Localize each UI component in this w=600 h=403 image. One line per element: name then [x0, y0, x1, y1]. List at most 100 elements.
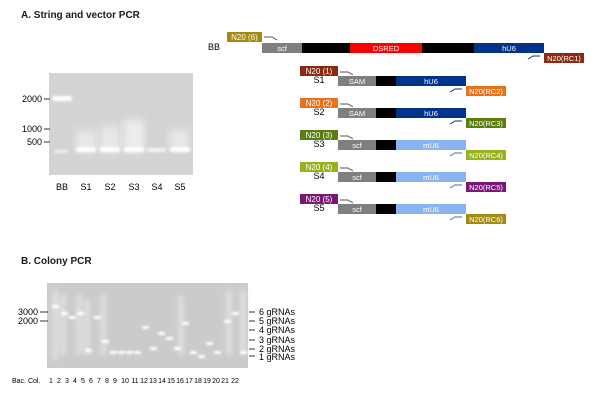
lane-b-label-12: 12	[140, 378, 148, 385]
arrow-reverse-s2	[449, 120, 462, 125]
primer-forward-s4	[300, 162, 338, 172]
panel-b: B. Colony PCR 3000 2000	[0, 250, 600, 403]
primer-reverse-s4	[466, 182, 506, 192]
band-s3	[124, 147, 144, 152]
lane-b-label-22: 22	[231, 378, 239, 385]
ladder-b-label-2000: 2000	[18, 316, 38, 326]
arrow-reverse-s5	[449, 216, 462, 221]
lane-b-label-17: 17	[185, 378, 193, 385]
construct-bb: BB N20 (6) scf DSRED hU6 N20(RC1)	[208, 32, 584, 63]
band-bb	[52, 96, 72, 101]
primer-reverse-label-s2: N20(RC3)	[469, 119, 503, 128]
gel-b-lane-labels: 1 2 3 4 5 6 7 8 9 10 11 12 13 14 15 16 1…	[49, 378, 239, 385]
lane-b-label-6: 6	[89, 378, 93, 385]
lane-prefix-label: Bac. Col.	[12, 378, 40, 385]
segment-mu6-s4	[396, 172, 466, 182]
construct-label-s4: S4	[313, 171, 324, 181]
ladder-label-2000: 2000	[22, 94, 42, 104]
arrow-forward-s4	[340, 167, 354, 172]
arrow-reverse-bb	[527, 55, 540, 60]
construct-s4: S4 N20 (4) scf mU6 N20(RC5)	[300, 162, 506, 192]
lane-b-label-11: 11	[131, 378, 138, 385]
gel-a-background	[49, 73, 193, 175]
primer-forward-label-s1: N20 (1)	[306, 67, 333, 76]
lane-label-s4: S4	[151, 182, 162, 192]
panel-a: A. String and vector PCR 2000 1000 500	[21, 10, 584, 224]
grna-label-3: 3 gRNAs	[259, 335, 296, 345]
primer-reverse-s1	[466, 86, 506, 96]
segment-dsred-bb	[350, 43, 422, 53]
primer-reverse-label-s3: N20(RC4)	[469, 151, 503, 160]
construct-s5: S5 N20 (5) scf mU6 N20(RC6)	[300, 194, 506, 224]
segment-label-sam-s1: SAM	[349, 77, 365, 86]
smear-s1	[76, 130, 96, 152]
band-s4	[147, 148, 166, 152]
primer-reverse-label-s1: N20(RC2)	[469, 87, 503, 96]
segment-mu6-s5	[396, 204, 466, 214]
lane-b-label-7: 7	[97, 378, 101, 385]
primer-reverse-label-s4: N20(RC5)	[469, 183, 503, 192]
segment-label-mu6-s3: mU6	[423, 141, 439, 150]
primer-forward-s5	[300, 194, 338, 204]
arrow-forward-bb	[264, 36, 278, 41]
segment-hu6-s2	[396, 108, 466, 118]
segment-black-s4	[376, 172, 396, 182]
arrow-reverse-s3	[449, 152, 462, 157]
segment-label-scf-s3: scf	[352, 141, 363, 150]
lane-b-label-3: 3	[65, 378, 69, 385]
lane-b-label-4: 4	[73, 378, 77, 385]
primer-reverse-s3	[466, 150, 506, 160]
lane-b-label-20: 20	[212, 378, 220, 385]
gel-b-bands	[52, 305, 247, 358]
lane-label-s2: S2	[104, 182, 115, 192]
construct-s1: S1 N20 (1) SAM hU6 N20(RC2)	[300, 66, 506, 96]
band-s2	[100, 147, 120, 152]
segment-scf-bb	[262, 43, 302, 53]
lane-b-label-5: 5	[81, 378, 85, 385]
segment-hu6-s1	[396, 76, 466, 86]
segment-black-bb-2	[422, 43, 474, 53]
band-s1	[76, 147, 96, 152]
arrow-reverse-s4	[449, 184, 462, 189]
primer-reverse-label-s5: N20(RC6)	[469, 215, 503, 224]
constructs-diagram: BB N20 (6) scf DSRED hU6 N20(RC1) S1 N20…	[208, 32, 584, 224]
construct-label-s2: S2	[313, 107, 324, 117]
lane-b-label-18: 18	[194, 378, 202, 385]
segment-label-hu6-s2: hU6	[424, 109, 438, 118]
grna-label-1: 1 gRNAs	[259, 352, 296, 362]
grna-label-6: 6 gRNAs	[259, 307, 296, 317]
grna-ticks	[249, 311, 255, 357]
arrow-forward-s1	[340, 71, 354, 76]
smear-s5	[169, 130, 189, 150]
grna-label-2: 2 gRNAs	[259, 344, 296, 354]
grna-label-5: 5 gRNAs	[259, 316, 296, 326]
lane-b-label-15: 15	[167, 378, 175, 385]
arrow-reverse-s1	[449, 88, 462, 93]
segment-black-s5	[376, 204, 396, 214]
lane-b-label-9: 9	[113, 378, 117, 385]
grna-label-4: 4 gRNAs	[259, 325, 296, 335]
ladder-label-500: 500	[27, 137, 42, 147]
lane-b-label-14: 14	[158, 378, 166, 385]
arrow-forward-s5	[340, 199, 354, 204]
construct-label-bb: BB	[208, 42, 220, 52]
segment-label-hu6-s1: hU6	[424, 77, 438, 86]
segment-sam-s2	[338, 108, 376, 118]
lane-b-label-16: 16	[176, 378, 184, 385]
arrow-forward-s2	[340, 103, 354, 108]
segment-scf-s3	[338, 140, 376, 150]
band-bb-low	[54, 150, 68, 153]
lane-b-label-8: 8	[105, 378, 109, 385]
segment-label-hu6-bb: hU6	[502, 44, 516, 53]
gel-b-svg: 3000 2000	[12, 283, 296, 385]
construct-s3: S3 N20 (3) scf mU6 N20(RC4)	[300, 130, 506, 160]
segment-black-s1	[376, 76, 396, 86]
primer-forward-s3	[300, 130, 338, 140]
lane-label-s1: S1	[80, 182, 91, 192]
segment-label-mu6-s4: mU6	[423, 173, 439, 182]
lane-b-label-10: 10	[121, 378, 129, 385]
segment-scf-s4	[338, 172, 376, 182]
primer-forward-s2	[300, 98, 338, 108]
segment-sam-s1	[338, 76, 376, 86]
segment-black-s2	[376, 108, 396, 118]
